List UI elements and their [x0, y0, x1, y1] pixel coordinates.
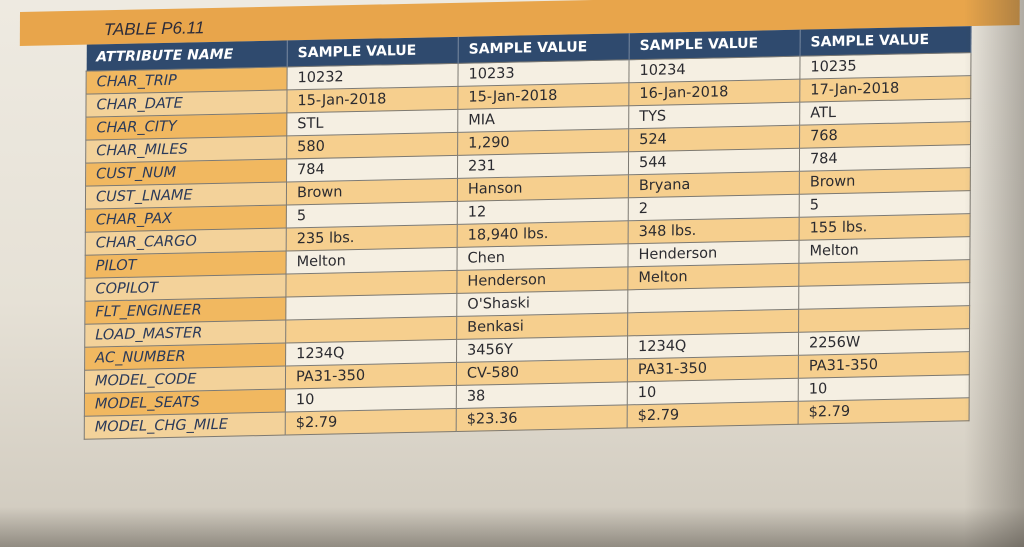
header-sample-value-1: SAMPLE VALUE [287, 36, 459, 67]
value-cell: $23.36 [456, 404, 628, 432]
header-attribute-name: ATTRIBUTE NAME [86, 40, 288, 72]
page-shadow-right [964, 0, 1024, 547]
attribute-cell: MODEL_CHG_MILE [84, 412, 286, 440]
header-sample-value-4: SAMPLE VALUE [800, 26, 972, 57]
table-container: TABLE P6.11 ATTRIBUTE NAME SAMPLE VALUE … [18, 0, 1020, 441]
header-sample-value-2: SAMPLE VALUE [458, 33, 630, 64]
value-cell: $2.79 [285, 408, 457, 436]
value-cell: $2.79 [627, 401, 799, 428]
table-title: TABLE P6.11 [103, 18, 205, 40]
page-shadow-bottom [0, 507, 1024, 547]
value-cell: $2.79 [798, 397, 970, 425]
header-sample-value-3: SAMPLE VALUE [629, 29, 801, 60]
data-table: ATTRIBUTE NAME SAMPLE VALUE SAMPLE VALUE… [84, 26, 972, 440]
